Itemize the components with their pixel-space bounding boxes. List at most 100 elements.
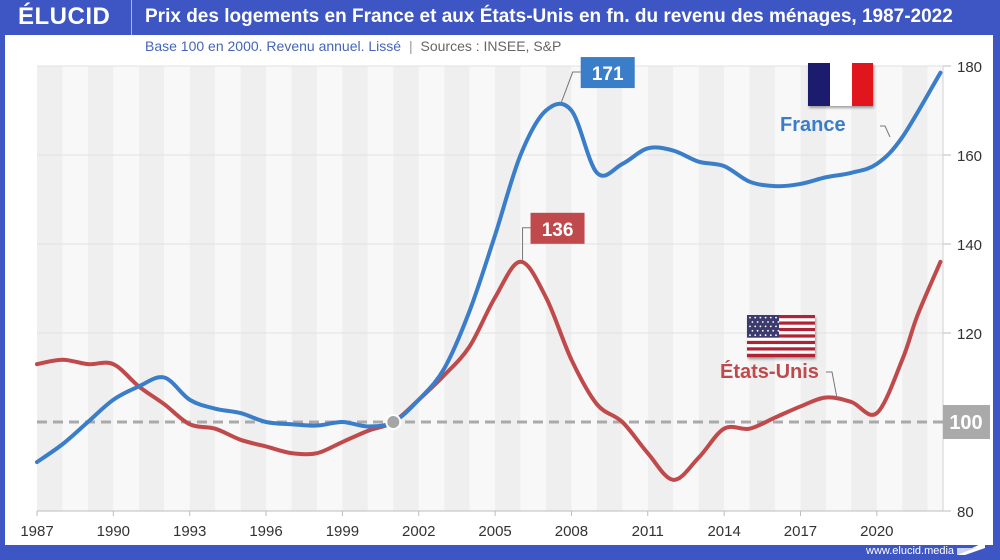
year-band — [622, 66, 648, 511]
flag-stripe — [747, 350, 815, 354]
x-tick-label: 2011 — [632, 523, 664, 540]
flag-star — [754, 334, 757, 337]
y-tick-label: 80 — [957, 504, 974, 521]
x-tick-label: 1987 — [20, 523, 53, 540]
baseline-label-box — [943, 405, 990, 439]
x-tick-label: 1999 — [326, 523, 359, 540]
flag-star — [756, 321, 759, 323]
year-band — [876, 66, 903, 511]
flag-stripe — [747, 315, 815, 319]
flag-star — [769, 334, 772, 337]
flag-star — [775, 316, 777, 319]
x-tick-label: 1993 — [173, 523, 206, 540]
france-flag-icon — [808, 63, 873, 106]
x-tick-label: 2020 — [860, 523, 893, 540]
flag-star — [756, 329, 759, 332]
year-band — [393, 66, 419, 511]
flag-stripe — [747, 334, 815, 338]
flag-star — [759, 316, 762, 319]
x-tick-label: 2002 — [402, 523, 435, 540]
year-band — [571, 66, 597, 511]
flag-stripe — [747, 337, 815, 342]
flag-stripe — [747, 327, 815, 332]
x-tick-label: 2014 — [707, 523, 740, 540]
header-bar: ÉLUCID Prix des logements en France et a… — [0, 0, 1000, 35]
year-band — [724, 66, 750, 511]
year-band — [215, 66, 241, 511]
y-tick-label: 180 — [957, 59, 982, 76]
annotation-box — [530, 212, 585, 244]
year-band — [164, 66, 190, 511]
year-band — [316, 66, 343, 511]
year-band — [469, 66, 496, 511]
flag-star — [754, 316, 757, 319]
y-tick-label: 120 — [957, 326, 982, 343]
y-tick-label: 160 — [957, 148, 982, 165]
flag-star — [764, 334, 767, 337]
annotation-label: 136 — [542, 220, 574, 241]
legend-label-france: France — [780, 114, 846, 136]
flag-star — [754, 325, 757, 328]
year-band — [189, 66, 216, 511]
flag-star — [775, 334, 777, 337]
year-band — [749, 66, 776, 511]
year-band — [647, 66, 674, 511]
flag-stripe — [747, 324, 815, 329]
year-band — [545, 66, 572, 511]
flag-stripe-red — [852, 63, 873, 106]
year-band — [851, 66, 877, 511]
flag-stripe — [747, 344, 815, 348]
annotation-leader — [560, 71, 581, 105]
year-band — [240, 66, 267, 511]
subtitle-separator: | — [408, 38, 413, 54]
flag-stripe — [747, 353, 815, 358]
year-band — [775, 66, 801, 511]
x-tick-label: 2017 — [784, 523, 817, 540]
year-band — [138, 66, 165, 511]
flag-star — [759, 334, 762, 337]
flag-star — [764, 316, 767, 319]
flag-star — [775, 325, 777, 328]
chart-subtitle: Base 100 en 2000. Revenu annuel. Lissé |… — [145, 38, 561, 54]
year-band — [87, 66, 114, 511]
year-band — [367, 66, 394, 511]
flag-star — [777, 329, 780, 332]
flag-star — [749, 334, 751, 337]
year-band — [927, 66, 943, 511]
year-band — [673, 66, 699, 511]
flag-star — [764, 325, 767, 328]
legend-label-usa: États-Unis — [720, 360, 819, 383]
flag-star — [777, 321, 780, 323]
flag-star — [751, 321, 754, 323]
subtitle-text: Base 100 en 2000. Revenu annuel. Lissé — [145, 38, 402, 54]
flag-star — [761, 321, 764, 323]
baseline-label: 100 — [949, 412, 982, 434]
usa-flag-icon — [747, 315, 815, 358]
flag-stripe — [747, 347, 815, 351]
year-band — [342, 66, 368, 511]
year-band — [62, 66, 88, 511]
annotation-box — [580, 57, 635, 89]
year-band — [698, 66, 725, 511]
x-tick-label: 2005 — [478, 523, 511, 540]
base-point-marker — [385, 414, 402, 430]
footer-url[interactable]: www.elucid.media — [866, 545, 955, 557]
flag-star — [761, 329, 764, 332]
x-tick-label: 2008 — [555, 523, 588, 540]
flag-star — [769, 316, 772, 319]
year-band — [266, 66, 292, 511]
year-band — [113, 66, 139, 511]
series-line-france — [35, 70, 943, 465]
flag-stripe-blue — [808, 63, 830, 106]
year-bands — [37, 66, 943, 511]
year-band — [825, 66, 852, 511]
flag-stripe — [747, 340, 815, 345]
header-divider — [131, 0, 132, 35]
flag-star — [767, 321, 769, 323]
legend: France États-Unis — [720, 63, 891, 399]
flag-star — [749, 316, 751, 319]
flag-star — [772, 321, 775, 323]
x-tick-label: 1990 — [97, 523, 130, 540]
axes: 80 120 140 160 180 1987 1990 1993 1996 1999 2002 20… — [20, 59, 990, 540]
